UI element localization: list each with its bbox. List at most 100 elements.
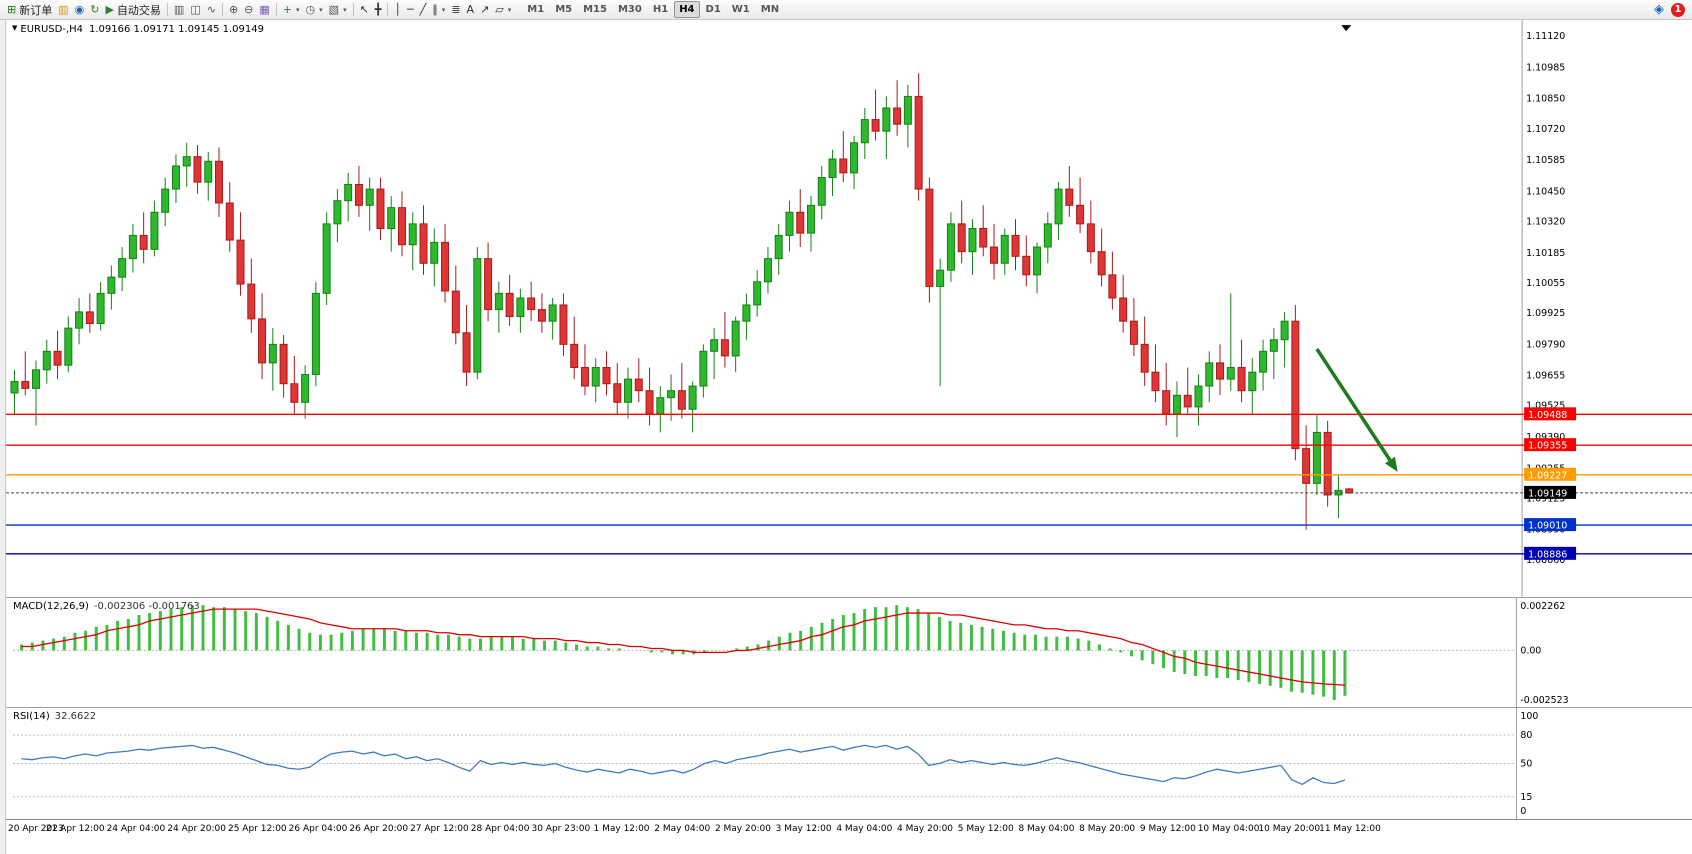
candle	[1259, 350, 1268, 373]
cursor-button[interactable]: ↖	[357, 1, 372, 19]
candle	[979, 227, 988, 248]
candle	[1226, 367, 1235, 380]
candle	[311, 292, 320, 375]
time-axis-label: 8 May 04:00	[1018, 824, 1075, 834]
timeframe-m30-button[interactable]: M30	[617, 4, 642, 15]
periods-button[interactable]: ◷ ▾	[303, 1, 326, 19]
templates-button[interactable]: ▧ ▾	[326, 1, 350, 19]
indicators-button[interactable]: + ▾	[280, 1, 303, 19]
candle	[462, 332, 471, 373]
text-button[interactable]: A	[464, 1, 478, 19]
candle	[290, 383, 299, 403]
profile-button[interactable]: ◉	[72, 1, 88, 19]
candle	[1172, 394, 1181, 415]
candle	[968, 227, 977, 253]
time-axis-label: 24 Apr 20:00	[167, 824, 226, 834]
candle	[1183, 394, 1192, 408]
time-axis-label: 20 Apr 2023	[8, 824, 64, 834]
candle	[914, 95, 923, 190]
rsi-chart-canvas[interactable]: 100 80 50 15 0	[6, 708, 1692, 819]
chart-candles-button[interactable]: ◫	[187, 1, 203, 19]
price-axis-label: 1.09790	[1526, 339, 1565, 350]
caret-down-icon: ▾	[507, 5, 512, 14]
refresh-button[interactable]: ↻	[87, 1, 102, 19]
candle	[731, 320, 740, 357]
candle	[807, 204, 816, 234]
toolbar-separator	[275, 3, 277, 16]
arrows-icon: ↗	[480, 3, 490, 16]
trend-arrow[interactable]	[1315, 348, 1392, 462]
candle	[408, 223, 417, 246]
templates-icon: ▧	[328, 3, 340, 16]
candle	[1140, 343, 1149, 373]
text-icon: A	[466, 3, 475, 16]
new-order-button[interactable]: ⊞ 新订单	[4, 1, 55, 19]
candle	[839, 158, 848, 174]
price-axis-label: 1.10850	[1526, 94, 1565, 105]
candle	[624, 378, 633, 403]
candle	[1043, 223, 1052, 248]
horizontal-line-button[interactable]: ─	[404, 1, 417, 19]
timeframe-m1-button[interactable]: M1	[527, 4, 545, 15]
chart-line-button[interactable]: ∿	[204, 1, 219, 19]
macd-values: -0.002306 -0.001763	[93, 601, 200, 612]
metaeditor-icon: ▥	[58, 3, 69, 16]
price-axis-label: 1.10320	[1526, 217, 1565, 228]
timeframe-d1-button[interactable]: D1	[705, 4, 721, 15]
candle	[32, 369, 41, 389]
candle	[1237, 367, 1246, 392]
equidistant-channel-icon: ∥	[432, 3, 438, 16]
candle	[42, 350, 51, 371]
auto-trading-button[interactable]: ▶ 自动交易	[102, 1, 163, 19]
candle	[893, 107, 902, 125]
candle	[451, 290, 460, 334]
time-axis-label: 26 Apr 04:00	[288, 824, 348, 834]
candle	[871, 119, 880, 132]
candle	[570, 343, 579, 369]
equidistant-channel-button[interactable]: ∥ ▾	[429, 1, 448, 19]
candle	[333, 200, 342, 225]
metaeditor-button[interactable]: ▥	[55, 1, 71, 19]
arrows-button[interactable]: ↗	[477, 1, 492, 19]
timeframe-w1-button[interactable]: W1	[731, 4, 750, 15]
candlestick-chart-canvas[interactable]: 1.11120 1.10985 1.10850 1.10720 1.10585 1.104…	[6, 20, 1692, 597]
candle	[774, 234, 783, 260]
zoom-in-button[interactable]: ⊕	[226, 1, 241, 19]
chart-title: ▼ EURUSD-,H4 1.09166 1.09171 1.09145 1.091…	[12, 24, 264, 35]
timeframe-m15-button[interactable]: M15	[583, 4, 607, 15]
candle	[118, 258, 127, 278]
chart-bars-button[interactable]: ▥	[171, 1, 187, 19]
tile-windows-icon: ▦	[259, 3, 270, 16]
timeframe-mn-button[interactable]: MN	[760, 4, 780, 15]
community-icon[interactable]: ◈	[1654, 2, 1664, 17]
rsi-indicator-panel[interactable]: 100 80 50 15 0 RSI(14) 32.6622	[6, 707, 1692, 819]
zoom-out-icon: ⊖	[244, 3, 254, 16]
tile-windows-button[interactable]: ▦	[256, 1, 272, 19]
candle	[989, 246, 998, 264]
timeframe-m5-button[interactable]: M5	[555, 4, 573, 15]
scroll-marker-icon[interactable]	[1341, 25, 1352, 32]
macd-chart-canvas[interactable]: 0.002262 0.00 -0.002523	[6, 598, 1692, 707]
timeframe-h1-button[interactable]: H1	[652, 4, 669, 15]
crosshair-button[interactable]: ╋	[372, 1, 385, 19]
main-chart-panel[interactable]: 1.11120 1.10985 1.10850 1.10720 1.10585 1.104…	[6, 20, 1692, 597]
trendline-button[interactable]: ╱	[417, 1, 430, 19]
candle	[936, 269, 945, 287]
chart-ohlc-quote: 1.09166 1.09171 1.09145 1.09149	[89, 24, 264, 35]
macd-indicator-panel[interactable]: 0.002262 0.00 -0.002523 MACD(12,26,9) -0.00…	[6, 597, 1692, 707]
fibonacci-button[interactable]: ≣	[448, 1, 463, 19]
price-line-tag-label: 1.09227	[1528, 470, 1567, 481]
candle	[516, 297, 525, 318]
candle	[215, 160, 224, 204]
time-axis[interactable]: 20 Apr 2023 21 Apr 12:00 24 Apr 04:00 24 Ap…	[6, 819, 1692, 854]
price-axis-label: 1.11120	[1526, 31, 1565, 42]
chart-bars-icon: ▥	[173, 3, 185, 16]
candle	[1194, 385, 1203, 408]
rsi-axis-label: 100	[1520, 711, 1538, 722]
timeframe-h4-button[interactable]: H4	[674, 1, 700, 18]
notification-badge[interactable]: 1	[1671, 2, 1685, 17]
zoom-out-button[interactable]: ⊖	[241, 1, 256, 19]
macd-name: MACD(12,26,9)	[13, 601, 89, 612]
shapes-button[interactable]: ▱ ▾	[492, 1, 514, 19]
vertical-line-button[interactable]: │	[391, 1, 404, 19]
